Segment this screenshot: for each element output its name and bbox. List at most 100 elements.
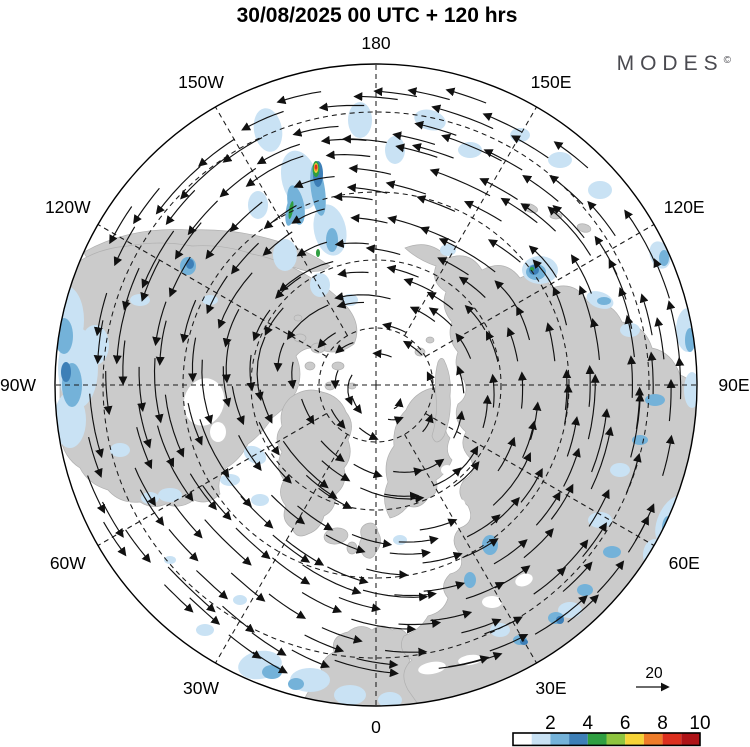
wind-arrow	[566, 416, 581, 457]
wind-arrow	[291, 649, 330, 669]
shade-patch-mid	[326, 228, 338, 252]
land-arctic-island	[324, 381, 336, 391]
map-boundary-circle	[54, 63, 698, 707]
wind-arrow	[222, 308, 240, 348]
shade-patch-dark	[520, 639, 528, 645]
shade-patch	[334, 685, 366, 705]
wind-arrow	[258, 422, 280, 456]
wind-arrow	[139, 489, 165, 527]
wind-arrow	[334, 292, 391, 301]
wind-arrow	[256, 143, 300, 165]
shade-patch-mid	[482, 535, 498, 555]
hotspot-red-core	[314, 164, 318, 170]
shade-patch	[110, 443, 130, 457]
wind-arrow	[241, 110, 284, 131]
shade-patch	[130, 294, 150, 306]
wind-arrow	[187, 200, 219, 236]
shade-patch-mid	[464, 572, 476, 588]
wind-arrow	[402, 340, 423, 356]
wind-arrow	[453, 410, 465, 439]
shade-patch	[196, 624, 214, 636]
great-lakes	[225, 493, 243, 503]
colorbar-segment	[681, 733, 700, 746]
lon-label-150W: 150W	[178, 72, 224, 92]
wind-arrow	[365, 244, 401, 256]
wind-arrow	[282, 440, 329, 489]
meridian-line	[215, 434, 348, 664]
wind-arrow	[479, 178, 518, 200]
wind-arrow	[321, 460, 351, 482]
shade-patch	[684, 372, 697, 408]
wind-arrow	[411, 143, 454, 159]
wind-arrow	[414, 120, 457, 136]
wind-arrow	[155, 165, 201, 215]
aral-region	[645, 584, 665, 600]
wind-arrow	[341, 134, 387, 144]
shade-patch	[220, 474, 240, 486]
wind-arrow	[482, 112, 522, 133]
wind-arrow	[387, 215, 425, 230]
wind-arrow	[201, 359, 214, 425]
wind-arrow	[535, 491, 561, 526]
persian-gulf	[616, 604, 640, 620]
wind-arrow	[141, 230, 175, 289]
lon-label-90W: 90W	[0, 375, 36, 395]
wind-arrow	[221, 342, 231, 384]
wind-arrow	[278, 261, 334, 292]
wind-arrow	[276, 91, 322, 105]
wind-arrow	[456, 365, 465, 394]
shade-patch-mid	[597, 297, 611, 305]
wind-arrow	[453, 461, 480, 487]
wind-arrow	[296, 241, 328, 257]
modes-logo-mark: ©	[724, 55, 732, 66]
wind-arrow	[138, 405, 152, 449]
wind-arrow	[304, 634, 345, 653]
wind-arrow	[366, 568, 409, 580]
wind-arrow	[422, 413, 434, 433]
wind-arrow	[517, 371, 527, 409]
wind-arrow	[206, 275, 228, 315]
wind-arrow	[352, 398, 362, 414]
lon-label-120W: 120W	[45, 197, 91, 217]
wind-arrow	[624, 314, 635, 358]
wind-arrow	[492, 452, 532, 506]
wind-arrow	[372, 349, 392, 359]
wind-arrow	[384, 491, 420, 501]
wind-arrow	[337, 268, 369, 278]
wind-arrow	[356, 658, 399, 669]
wind-arrow	[152, 301, 167, 347]
wind-arrow	[222, 137, 263, 163]
wind-arrow	[268, 593, 307, 619]
wind-arrow	[164, 394, 185, 458]
lon-label-150E: 150E	[531, 72, 572, 92]
wind-arrow	[134, 467, 156, 507]
wind-arrow	[112, 299, 129, 365]
wind-arrow	[417, 458, 445, 473]
wind-arrow	[344, 374, 354, 406]
wind-arrow	[286, 304, 329, 340]
wind-arrow	[430, 610, 473, 622]
wind-arrow	[155, 320, 167, 366]
wind-arrow	[273, 342, 285, 372]
shade-patch	[610, 463, 630, 477]
wind-arrow	[466, 514, 501, 538]
colorbar-segment	[662, 733, 682, 746]
wind-arrow	[582, 522, 607, 558]
wind-arrow	[484, 616, 523, 635]
wind-arrow	[385, 647, 428, 657]
wind-arrow	[497, 436, 516, 472]
wind-arrow	[465, 581, 505, 600]
wind-arrow	[675, 356, 685, 400]
wind-arrow	[438, 238, 496, 273]
wind-arrow	[88, 436, 103, 478]
wind-arrow	[291, 208, 325, 224]
wind-arrow	[231, 386, 245, 426]
wind-arrow	[270, 494, 306, 525]
wind-arrow	[230, 572, 266, 602]
wind-arrow	[113, 226, 136, 267]
wind-arrow	[654, 317, 665, 360]
wind-arrow	[423, 581, 466, 592]
wind-arrow	[393, 467, 424, 477]
wind-arrow	[89, 393, 104, 459]
wind-arrow	[653, 258, 670, 299]
